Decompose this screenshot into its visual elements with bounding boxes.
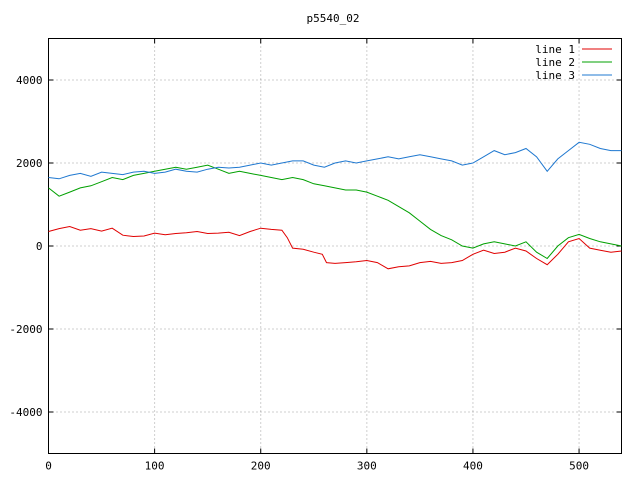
y-tick-label: 2000 [16, 157, 43, 170]
y-tick-label: -4000 [9, 406, 42, 419]
x-tick-label: 100 [145, 460, 165, 473]
series-line-3 [48, 141, 622, 180]
legend-label-2: line 2 [535, 56, 575, 69]
axis-ticks: 0 100 200 300 400 500 -4000 -2000 0 2000 4000 [9, 38, 622, 473]
grid [48, 38, 622, 454]
x-tick-label: 0 [45, 460, 52, 473]
series-line-1 [48, 225, 622, 270]
legend-label-3: line 3 [535, 69, 575, 82]
x-tick-label: 200 [251, 460, 271, 473]
x-tick-label: 400 [463, 460, 483, 473]
legend-label-1: line 1 [535, 43, 575, 56]
y-tick-label: -2000 [9, 323, 42, 336]
series-lines [48, 141, 622, 270]
y-tick-label: 0 [36, 240, 43, 253]
chart-title: p5540_02 [307, 12, 360, 25]
x-tick-label: 500 [569, 460, 589, 473]
series-line-2 [48, 164, 622, 260]
y-tick-label: 4000 [16, 74, 43, 87]
x-tick-label: 300 [357, 460, 377, 473]
plot-frame [48, 38, 622, 454]
